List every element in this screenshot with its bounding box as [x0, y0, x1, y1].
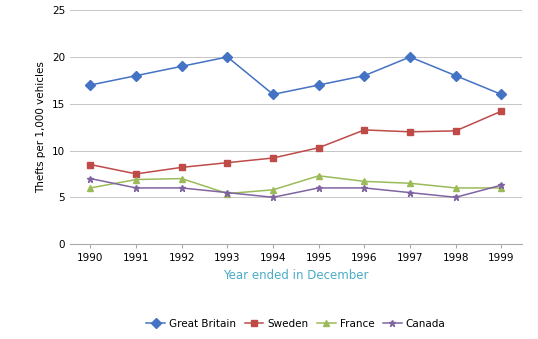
- Great Britain: [87, 83, 94, 87]
- Sweden: [361, 128, 367, 132]
- Great Britain: [452, 74, 459, 78]
- Legend: Great Britain, Sweden, France, Canada: Great Britain, Sweden, France, Canada: [142, 315, 450, 333]
- Great Britain: [361, 74, 367, 78]
- Great Britain: [179, 64, 185, 68]
- Sweden: [315, 146, 322, 150]
- Great Britain: [498, 92, 505, 96]
- Canada: [315, 186, 322, 190]
- France: [179, 177, 185, 181]
- France: [87, 186, 94, 190]
- Canada: [361, 186, 367, 190]
- Sweden: [133, 172, 139, 176]
- Great Britain: [133, 74, 139, 78]
- Line: Sweden: Sweden: [87, 108, 505, 177]
- Sweden: [270, 156, 277, 160]
- Great Britain: [315, 83, 322, 87]
- France: [361, 179, 367, 183]
- France: [224, 192, 231, 196]
- Line: France: France: [87, 172, 505, 197]
- Canada: [270, 195, 277, 199]
- France: [133, 178, 139, 182]
- France: [270, 188, 277, 192]
- Canada: [87, 177, 94, 181]
- Line: Canada: Canada: [87, 175, 505, 201]
- France: [498, 186, 505, 190]
- Canada: [179, 186, 185, 190]
- France: [407, 181, 413, 185]
- Great Britain: [224, 55, 231, 59]
- Great Britain: [270, 92, 277, 96]
- Sweden: [87, 162, 94, 166]
- Sweden: [452, 129, 459, 133]
- Canada: [133, 186, 139, 190]
- France: [452, 186, 459, 190]
- Canada: [452, 195, 459, 199]
- Canada: [224, 191, 231, 195]
- Canada: [407, 191, 413, 195]
- Sweden: [498, 109, 505, 113]
- Sweden: [407, 130, 413, 134]
- France: [315, 174, 322, 178]
- Sweden: [224, 161, 231, 165]
- Canada: [498, 183, 505, 187]
- Y-axis label: Thefts per 1,000 vehicles: Thefts per 1,000 vehicles: [36, 61, 46, 193]
- Great Britain: [407, 55, 413, 59]
- Sweden: [179, 165, 185, 170]
- Line: Great Britain: Great Britain: [87, 54, 505, 98]
- X-axis label: Year ended in December: Year ended in December: [223, 269, 369, 282]
